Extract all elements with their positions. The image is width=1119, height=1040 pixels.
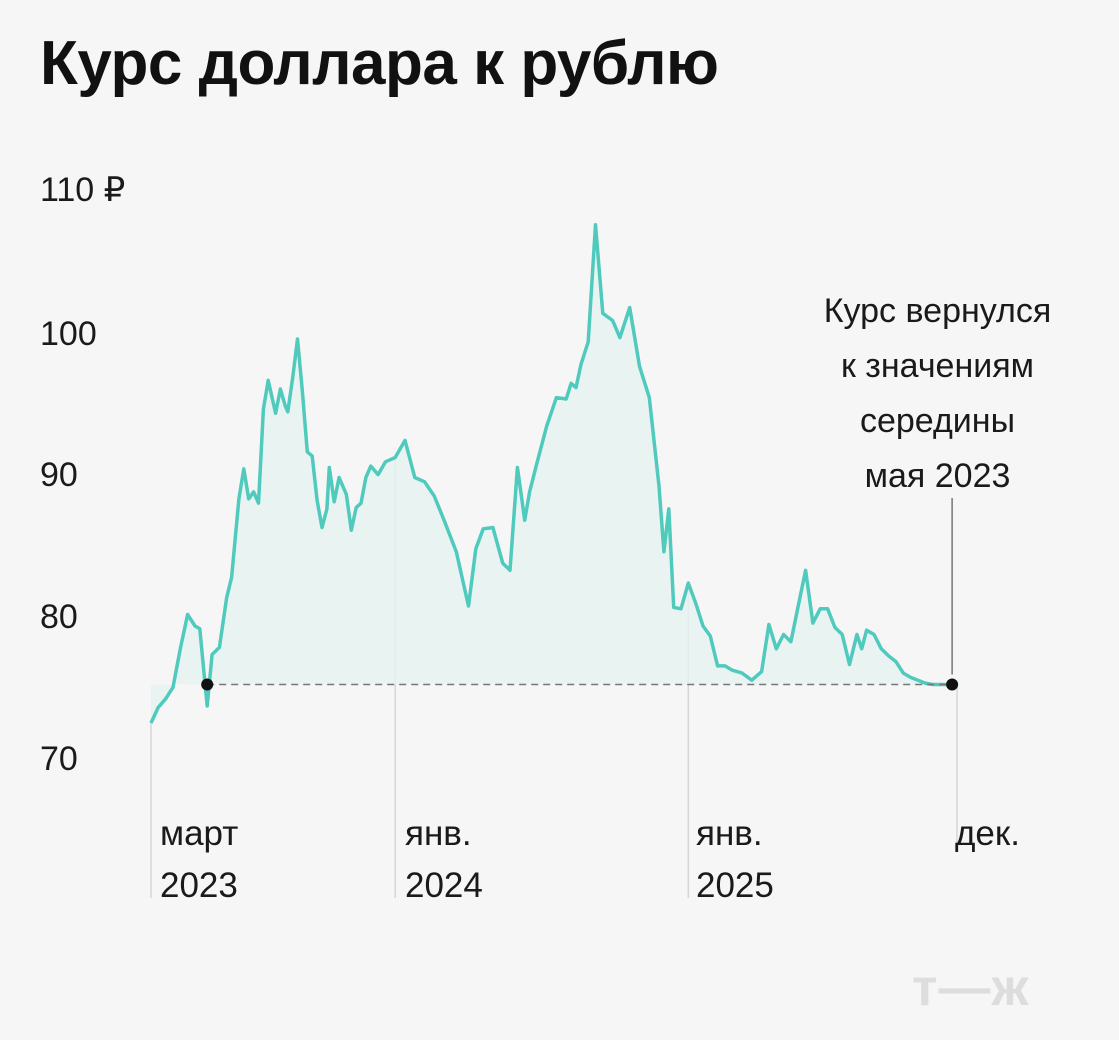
y-tick-70: 70	[40, 740, 78, 778]
reference-dot-start	[201, 678, 214, 691]
annotation-line: к значениям	[840, 347, 1035, 385]
y-tick-90: 90	[40, 456, 78, 494]
chart-title: Курс доллара к рублю	[40, 29, 719, 98]
x-tick-jan-2025: янв. 2025	[696, 808, 774, 912]
y-tick-80: 80	[40, 598, 78, 636]
x-tick-month: дек.	[955, 814, 1020, 853]
annotation-line: мая 2023	[864, 457, 1011, 495]
annotation-line: Курс вернулся	[823, 292, 1052, 330]
x-tick-year: 2025	[696, 866, 774, 905]
brand-logo: т—ж	[912, 959, 1030, 1017]
reference-dot-end	[946, 678, 959, 691]
x-tick-march-2023: март 2023	[160, 808, 238, 912]
series-line-usd-rub	[149, 223, 953, 724]
x-tick-month: янв.	[696, 814, 763, 853]
x-tick-jan-2024: янв. 2024	[405, 808, 483, 912]
x-tick-dec: дек.	[955, 808, 1020, 860]
y-tick-100: 100	[40, 315, 97, 353]
x-tick-month: янв.	[405, 814, 472, 853]
annotation-line: середины	[859, 402, 1016, 440]
x-tick-year: 2024	[405, 866, 483, 905]
x-tick-month: март	[160, 814, 239, 853]
area-fill	[151, 224, 953, 724]
x-tick-year: 2023	[160, 866, 238, 905]
annotation-text: Курс вернулся к значениям середины мая 2…	[790, 284, 1085, 504]
y-tick-110: 110 ₽	[40, 171, 126, 209]
